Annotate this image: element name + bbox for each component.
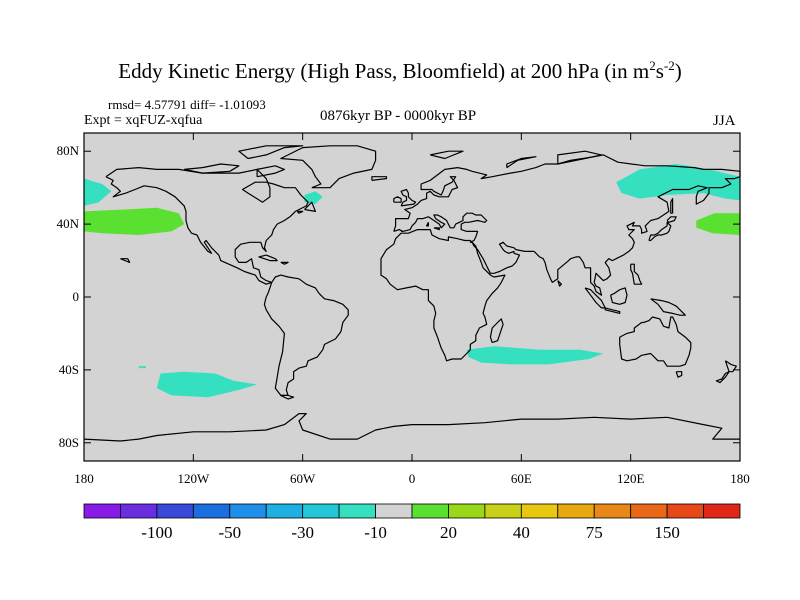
coastline-25 xyxy=(506,156,537,169)
anomaly-regions xyxy=(84,164,740,398)
plot-title: Eddy Kinetic Energy (High Pass, Bloomfie… xyxy=(0,58,800,84)
coastline-8 xyxy=(715,371,730,384)
coastline-24 xyxy=(256,165,285,178)
colorbar-swatch xyxy=(192,503,231,519)
coastline-29 xyxy=(120,258,131,263)
colorbar-swatch xyxy=(703,503,741,519)
coastline-3 xyxy=(380,229,506,362)
coastline-32 xyxy=(557,280,563,287)
colorbar-label: -30 xyxy=(291,523,314,542)
coastline-7 xyxy=(724,360,738,373)
coastline-9 xyxy=(400,188,417,207)
coastline-23 xyxy=(238,145,304,160)
title-unit-s: s xyxy=(655,59,664,83)
coastline-6 xyxy=(675,371,683,378)
coastline-19 xyxy=(630,263,643,285)
anomaly-region-north-atlantic-west xyxy=(84,178,112,206)
coastline-33 xyxy=(426,222,429,227)
season-label: JJA xyxy=(713,113,736,129)
coastline-35 xyxy=(296,210,304,214)
coastline-5 xyxy=(619,316,692,367)
lat-tick-label: 80S xyxy=(59,435,79,450)
coastline-12 xyxy=(371,176,388,181)
lon-tick-label: 0 xyxy=(409,471,416,486)
colorbar-swatch xyxy=(630,503,668,519)
anomaly-region-south-pacific-small xyxy=(138,366,146,369)
coastline-27 xyxy=(557,150,603,165)
coastline-31 xyxy=(280,261,289,265)
coastline-14 xyxy=(666,216,677,223)
lon-tick-label: 180 xyxy=(730,471,750,486)
lon-tick-label: 60E xyxy=(511,471,532,486)
coastline-18 xyxy=(650,298,686,316)
anomaly-region-north-pacific-east xyxy=(84,207,185,235)
coastline-36 xyxy=(304,201,316,212)
coastlines xyxy=(83,145,741,442)
lat-tick-label: 40S xyxy=(59,362,79,377)
title-text: Eddy Kinetic Energy (High Pass, Bloomfie… xyxy=(118,59,650,83)
colorbar-swatch xyxy=(120,503,158,519)
colorbar: -100 -50 -30 -10 20 40 75 150 xyxy=(83,503,741,542)
coastline-20 xyxy=(280,394,295,400)
colorbar-label: -50 xyxy=(218,523,241,542)
coastline-30 xyxy=(258,254,278,262)
colorbar-swatch xyxy=(411,503,449,519)
colorbar-swatch xyxy=(375,503,413,519)
lon-tick-label: 120E xyxy=(617,471,645,486)
colorbar-swatch xyxy=(593,503,632,519)
coastline-21 xyxy=(83,413,740,442)
experiment-label: Expt = xqFUZ-xqfua xyxy=(84,113,203,128)
colorbar-swatch xyxy=(229,503,267,519)
colorbar-label: 150 xyxy=(654,523,680,542)
coastline-11 xyxy=(280,145,377,189)
colorbar-swatch xyxy=(557,503,595,519)
lon-tick-label: 60W xyxy=(290,471,316,486)
title-superscript-2: 2 xyxy=(649,58,656,73)
coastline-10 xyxy=(393,196,402,203)
lon-tick-label: 120W xyxy=(177,471,210,486)
coastline-0 xyxy=(105,167,309,285)
anomaly-region-north-pacific-dateline xyxy=(696,213,740,235)
title-close-paren: ) xyxy=(674,59,682,83)
lat-tick-label: 0 xyxy=(73,289,80,304)
coastline-26 xyxy=(430,150,464,160)
colorbar-label: 20 xyxy=(440,523,457,542)
colorbar-swatch xyxy=(83,503,121,519)
colorbar-label: -100 xyxy=(141,523,172,542)
coastline-2 xyxy=(393,154,741,296)
colorbar-label: 75 xyxy=(586,523,603,542)
lon-tick-label: 180 xyxy=(74,471,94,486)
coastline-4 xyxy=(489,318,504,344)
colorbar-label: 40 xyxy=(513,523,530,542)
coastline-17 xyxy=(610,287,628,305)
coastline-28 xyxy=(670,198,674,214)
lat-tick-label: 40N xyxy=(57,216,80,231)
colorbar-swatch xyxy=(484,503,522,519)
colorbar-swatch xyxy=(666,503,704,519)
anomaly-region-south-pacific xyxy=(156,371,258,398)
coastline-16 xyxy=(604,307,621,314)
colorbar-swatch xyxy=(520,503,559,519)
coastline-13 xyxy=(648,221,672,242)
colorbar-swatch xyxy=(265,503,304,519)
colorbar-swatch xyxy=(448,503,486,519)
lat-tick-label: 80N xyxy=(57,143,80,158)
colorbar-swatch xyxy=(338,503,376,519)
title-superscript-neg2: -2 xyxy=(663,58,675,73)
coastline-34 xyxy=(433,227,440,231)
colorbar-label: -10 xyxy=(364,523,387,542)
stats-label: rmsd= 4.57791 diff= -1.01093 xyxy=(108,97,266,112)
anomaly-region-newfoundland xyxy=(304,191,323,205)
period-label: 0876kyr BP - 0000kyr BP xyxy=(320,108,477,124)
coastline-22 xyxy=(184,163,240,174)
colorbar-swatch xyxy=(302,503,340,519)
axis-ticks: 80N 40N 0 40S 80S 180 120W 60W 0 60E 120E 180 xyxy=(57,133,750,486)
coastline-1 xyxy=(263,274,349,396)
colorbar-swatch xyxy=(156,503,194,519)
anomaly-region-south-indian-ocean xyxy=(466,346,604,365)
